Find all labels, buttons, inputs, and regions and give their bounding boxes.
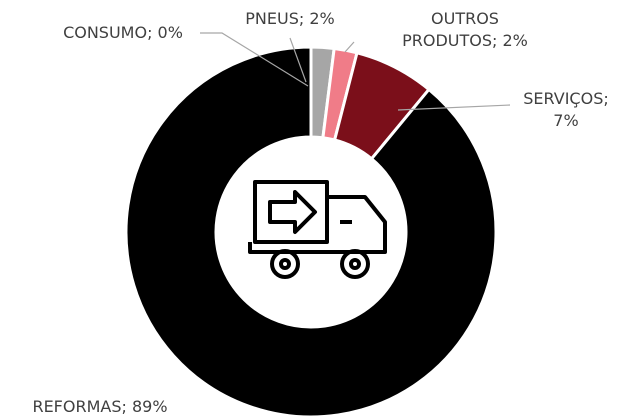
truck-icon	[248, 180, 387, 279]
data-label: REFORMAS; 89%	[32, 397, 168, 416]
leader-line	[289, 37, 307, 83]
data-label: PNEUS; 2%	[245, 9, 335, 28]
data-label: SERVIÇOS; 7%	[523, 89, 609, 130]
data-label: OUTROS PRODUTOS; 2%	[402, 9, 528, 50]
slices	[124, 45, 498, 418]
data-label: CONSUMO; 0%	[63, 23, 183, 42]
leader-line	[200, 32, 309, 87]
leader-line	[344, 41, 355, 53]
slice	[124, 45, 498, 418]
leader-lines	[200, 32, 511, 111]
leader-line	[397, 104, 511, 111]
